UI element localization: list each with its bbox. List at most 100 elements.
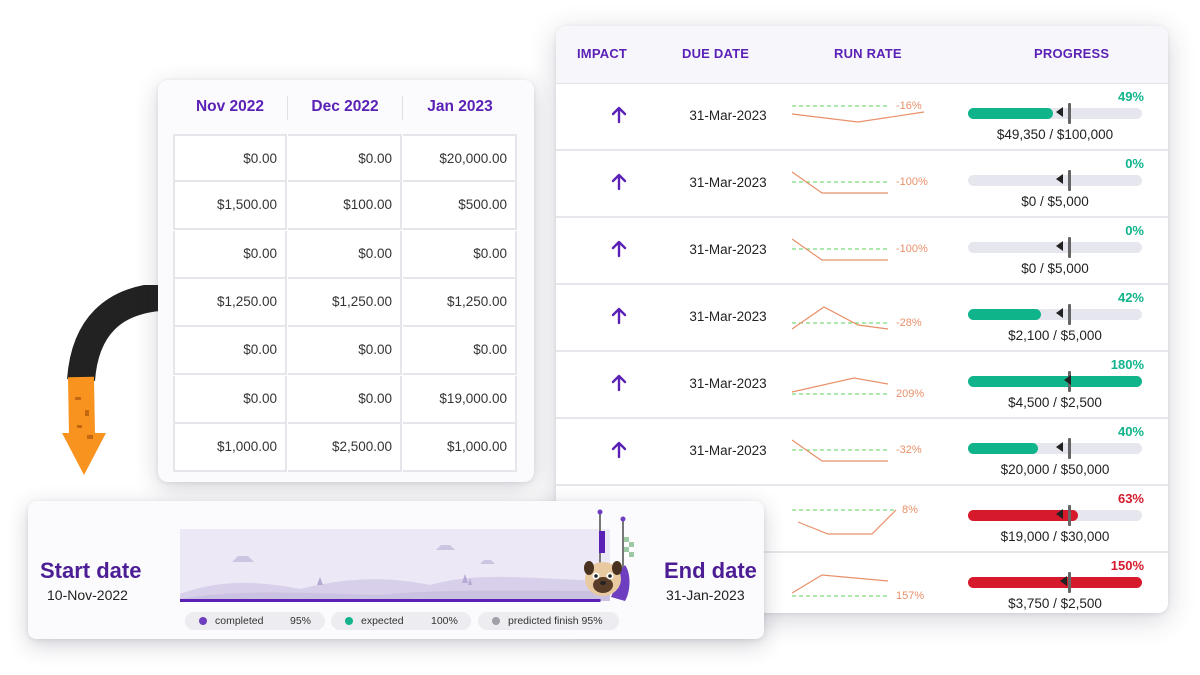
run-rate-label: -16% [896,100,922,112]
progress-expected-marker [1068,237,1071,258]
progress-percent: 42% [1117,290,1144,305]
table-row[interactable]: 31-Mar-2023 -16% 49% $49,350 / $100,000 [556,84,1168,151]
table-cell[interactable]: $1,250.00 [288,278,402,327]
progress-expected-marker [1068,304,1071,325]
progress-amount: $0 / $5,000 [1021,261,1089,276]
table-cell[interactable]: $100.00 [288,182,402,231]
table-cell[interactable]: $0.00 [288,375,402,424]
due-date: 31-Mar-2023 [689,443,767,458]
run-rate-label: 8% [902,504,918,516]
pug-astronaut-icon [584,561,630,601]
start-date-value: 10-Nov-2022 [47,587,128,603]
progress-expected-marker [1068,572,1071,593]
progress-amount: $0 / $5,000 [1021,194,1089,209]
legend-predicted-label: predicted finish 95% [508,615,603,627]
monthly-table-card: Nov 2022 Dec 2022 Jan 2023 $0.00 $0.00 $20… [158,80,534,482]
progress-amount: $2,100 / $5,000 [1008,328,1102,343]
table-row[interactable]: 31-Mar-2023 209% 180% $4,500 / $2,500 [556,352,1168,419]
legend-completed: completed 95% [185,612,325,630]
arrow-up-icon [611,307,627,325]
progress-expected-marker [1068,103,1071,124]
arrow-up-icon [611,240,627,258]
progress-bar-fill [968,577,1142,588]
table-row[interactable]: 31-Mar-2023 -28% 42% $2,100 / $5,000 [556,285,1168,352]
run-rate-label: 157% [896,590,925,602]
table-cell[interactable]: $0.00 [173,375,287,424]
legend-expected: expected 100% [331,612,471,630]
progress-expected-marker [1068,170,1071,191]
run-rate-sparkline [791,439,890,462]
run-rate-label: -100% [896,176,928,188]
progress-bar [968,237,1142,258]
end-date-value: 31-Jan-2023 [666,587,745,603]
table-cell[interactable]: $20,000.00 [403,134,517,182]
timeline-card: Start date 10-Nov-2022 [28,501,764,639]
progress-bar-fill [968,443,1038,454]
start-date-label: Start date [40,558,142,583]
run-rate-label: 209% [896,388,925,400]
progress-pointer-icon [1056,174,1063,184]
progress-bar [968,505,1142,526]
cloud-icon [232,556,254,562]
header-impact[interactable]: IMPACT [577,46,628,61]
progress-amount: $19,000 / $30,000 [1000,529,1110,544]
progress-bar [968,572,1142,593]
table-cell[interactable]: $1,250.00 [403,278,517,327]
legend-dot-predicted [492,617,500,625]
progress-percent: 180% [1110,357,1144,372]
progress-bar-fill [968,376,1142,387]
progress-bar [968,371,1142,392]
timeline-track [180,509,634,602]
cloud-icon [436,545,455,550]
progress-percent: 0% [1125,156,1144,171]
timeline-completed-bar [180,599,601,602]
progress-amount: $4,500 / $2,500 [1008,395,1102,410]
arrow-up-icon [611,106,627,124]
header-divider [402,96,403,120]
table-cell[interactable]: $0.00 [288,230,402,279]
run-rate-sparkline [791,105,925,123]
run-rate-label: -100% [896,243,928,255]
progress-bar [968,438,1142,459]
run-rate-label: -28% [896,317,922,329]
progress-pointer-icon [1056,442,1063,452]
arrow-up-icon [611,173,627,191]
header-due-date[interactable]: DUE DATE [682,46,750,61]
table-cell[interactable]: $0.00 [288,327,402,376]
table-cell[interactable]: $2,500.00 [288,423,402,472]
table-cell[interactable]: $1,500.00 [173,182,287,231]
table-cell[interactable]: $0.00 [173,327,287,376]
header-progress[interactable]: PROGRESS [1034,46,1110,61]
end-date-label: End date [664,558,757,583]
run-rate-sparkline [792,509,897,535]
table-row[interactable]: 31-Mar-2023 -100% 0% $0 / $5,000 [556,151,1168,218]
table-cell[interactable]: $0.00 [173,134,287,182]
table-cell[interactable]: $1,000.00 [403,423,517,472]
table-cell[interactable]: $0.00 [403,327,517,376]
table-row[interactable]: 31-Mar-2023 -32% 40% $20,000 / $50,000 [556,419,1168,486]
run-rate-sparkline [791,171,890,194]
progress-bar-fill [968,108,1054,119]
table-cell[interactable]: $19,000.00 [403,375,517,424]
progress-amount: $49,350 / $100,000 [996,127,1114,142]
progress-bar-fill [968,510,1078,521]
table-cell[interactable]: $1,250.00 [173,278,287,327]
progress-bar [968,103,1142,124]
table-cell[interactable]: $0.00 [173,230,287,279]
table-cell[interactable]: $0.00 [288,134,402,182]
progress-expected-marker [1068,438,1071,459]
goals-table-header: IMPACT DUE DATE RUN RATE PROGRESS [556,26,1168,84]
header-run-rate[interactable]: RUN RATE [834,46,902,61]
due-date: 31-Mar-2023 [689,108,767,123]
curved-arrow-icon [62,285,161,475]
table-cell[interactable]: $500.00 [403,182,517,231]
progress-pointer-icon [1056,107,1063,117]
due-date: 31-Mar-2023 [689,175,767,190]
arrow-up-icon [611,374,627,392]
table-row[interactable]: 31-Mar-2023 -100% 0% $0 / $5,000 [556,218,1168,285]
table-cell[interactable]: $0.00 [403,230,517,279]
cloud-icon [480,560,495,564]
progress-bar [968,170,1142,191]
table-cell[interactable]: $1,000.00 [173,423,287,472]
progress-pointer-icon [1056,308,1063,318]
